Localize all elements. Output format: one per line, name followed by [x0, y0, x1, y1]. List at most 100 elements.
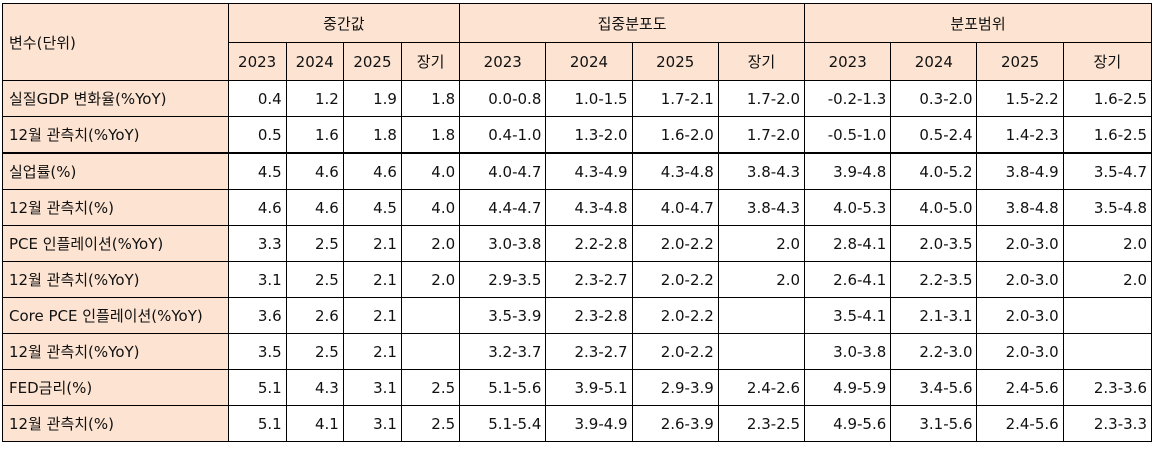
- row-label: Core PCE 인플레이션(%YoY): [2, 297, 229, 334]
- median-cell: 2.0: [400, 261, 461, 298]
- central-tendency-cell: 3.8-4.3: [717, 189, 806, 226]
- range-cell: 2.0-3.0: [976, 261, 1064, 298]
- range-cell: 2.2-3.0: [890, 333, 978, 370]
- median-cell: 2.6: [285, 297, 344, 334]
- range-cell: 3.4-5.6: [890, 369, 978, 406]
- central-tendency-cell: 2.0-2.2: [631, 297, 719, 334]
- year-header: 2023: [459, 42, 547, 81]
- median-cell: 1.8: [342, 116, 402, 154]
- central-tendency-cell: 1.3-2.0: [545, 116, 633, 154]
- median-cell: 5.1: [227, 405, 287, 442]
- range-cell: 1.5-2.2: [976, 80, 1064, 117]
- range-cell: 2.0-3.5: [890, 225, 978, 262]
- table-row: PCE 인플레이션(%YoY) 3.3 2.5 2.1 2.0 3.0-3.8 2.2-2.…: [2, 225, 1153, 262]
- range-cell: 2.0-3.0: [976, 225, 1064, 262]
- range-cell: -0.2-1.3: [804, 80, 892, 117]
- median-cell: 4.6: [342, 152, 402, 190]
- row-label: 12월 관측치(%YoY): [2, 333, 229, 370]
- table-row: 12월 관측치(%) 5.1 4.1 3.1 2.5 5.1-5.4 3.9-4.9 2.6-…: [2, 405, 1153, 442]
- row-label: 12월 관측치(%YoY): [2, 116, 229, 154]
- central-tendency-cell: 5.1-5.6: [459, 369, 547, 406]
- range-cell: 3.1-5.6: [890, 405, 978, 442]
- range-cell: 3.9-4.8: [804, 152, 892, 190]
- group-header-row: 변수(단위) 중간값 집중분포도 분포범위: [2, 3, 1152, 81]
- range-cell: 2.4-5.6: [976, 405, 1064, 442]
- table-row: Core PCE 인플레이션(%YoY) 3.6 2.6 2.1 3.5-3.9 2.3-…: [2, 297, 1153, 334]
- year-header: 장기: [400, 42, 461, 81]
- table-row: 12월 관측치(%YoY) 3.1 2.5 2.1 2.0 2.9-3.5 2.3-2.7 2…: [2, 261, 1153, 298]
- central-tendency-cell: 4.4-4.7: [459, 189, 547, 226]
- group-header-median: 중간값: [227, 3, 461, 43]
- median-cell: 2.5: [285, 225, 344, 262]
- central-tendency-cell: 4.0-4.7: [631, 189, 719, 226]
- central-tendency-cell: 3.8-4.3: [717, 152, 806, 190]
- central-tendency-cell: 1.0-1.5: [545, 80, 633, 117]
- median-cell: 3.1: [342, 369, 402, 406]
- range-cell: 2.3-3.3: [1062, 405, 1153, 442]
- range-cell: [1062, 297, 1153, 334]
- range-cell: 2.6-4.1: [804, 261, 892, 298]
- median-cell: 1.6: [285, 116, 344, 154]
- range-cell: 3.8-4.9: [976, 152, 1064, 190]
- median-cell: [400, 297, 461, 334]
- table-row: 12월 관측치(%YoY) 0.5 1.6 1.8 1.8 0.4-1.0 1.3-2.0 1…: [2, 116, 1153, 154]
- central-tendency-cell: 4.3-4.9: [545, 152, 633, 190]
- row-label: 실업률(%): [2, 152, 229, 190]
- central-tendency-cell: 5.1-5.4: [459, 405, 547, 442]
- central-tendency-cell: 2.0-2.2: [631, 333, 719, 370]
- table-body: 실질GDP 변화율(%YoY) 0.4 1.2 1.9 1.8 0.0-0.8 1.0-1.…: [2, 80, 1153, 442]
- range-cell: 2.0-3.0: [976, 297, 1064, 334]
- median-cell: 0.5: [227, 116, 287, 154]
- range-cell: 0.5-2.4: [890, 116, 978, 154]
- median-cell: 5.1: [227, 369, 287, 406]
- median-cell: 4.3: [285, 369, 344, 406]
- median-cell: 4.6: [285, 189, 344, 226]
- range-cell: 1.6-2.5: [1062, 80, 1153, 117]
- central-tendency-cell: 2.9-3.5: [459, 261, 547, 298]
- projections-table: 변수(단위) 중간값 집중분포도 분포범위 2023 2024 2025 장기 …: [2, 3, 1153, 442]
- central-tendency-cell: 1.7-2.1: [631, 80, 719, 117]
- table-row: FED금리(%) 5.1 4.3 3.1 2.5 5.1-5.6 3.9-5.1 2.9-3.…: [2, 369, 1153, 406]
- median-cell: 4.0: [400, 152, 461, 190]
- group-header-range: 분포범위: [804, 3, 1152, 43]
- table-row: 12월 관측치(%) 4.6 4.6 4.5 4.0 4.4-4.7 4.3-4.8 4.0-…: [2, 189, 1153, 226]
- median-cell: 2.5: [400, 369, 461, 406]
- central-tendency-cell: 2.6-3.9: [631, 405, 719, 442]
- central-tendency-cell: 3.9-5.1: [545, 369, 633, 406]
- central-tendency-cell: 3.0-3.8: [459, 225, 547, 262]
- range-cell: 4.0-5.2: [890, 152, 978, 190]
- range-cell: 4.9-5.9: [804, 369, 892, 406]
- range-cell: 3.5-4.8: [1062, 189, 1153, 226]
- range-cell: -0.5-1.0: [804, 116, 892, 154]
- year-header: 2024: [285, 42, 344, 81]
- year-header: 2025: [976, 42, 1064, 81]
- median-cell: 1.8: [400, 80, 461, 117]
- central-tendency-cell: 2.0: [717, 261, 806, 298]
- row-label: PCE 인플레이션(%YoY): [2, 225, 229, 262]
- range-cell: 2.0: [1062, 225, 1153, 262]
- year-header: 장기: [1062, 42, 1153, 81]
- central-tendency-cell: 3.5-3.9: [459, 297, 547, 334]
- range-cell: 3.5-4.7: [1062, 152, 1153, 190]
- table-row: 실질GDP 변화율(%YoY) 0.4 1.2 1.9 1.8 0.0-0.8 1.0-1.…: [2, 80, 1153, 117]
- central-tendency-cell: 2.0-2.2: [631, 225, 719, 262]
- year-header: 2023: [804, 42, 892, 81]
- range-cell: 2.8-4.1: [804, 225, 892, 262]
- row-label: 12월 관측치(%): [2, 405, 229, 442]
- central-tendency-cell: 2.3-2.5: [717, 405, 806, 442]
- median-cell: 4.6: [227, 189, 287, 226]
- central-tendency-cell: [717, 333, 806, 370]
- median-cell: 2.5: [400, 405, 461, 442]
- range-cell: 2.3-3.6: [1062, 369, 1153, 406]
- range-cell: 2.4-5.6: [976, 369, 1064, 406]
- median-cell: 2.5: [285, 333, 344, 370]
- median-cell: 2.1: [342, 333, 402, 370]
- median-cell: 3.3: [227, 225, 287, 262]
- central-tendency-cell: 2.3-2.8: [545, 297, 633, 334]
- median-cell: 4.1: [285, 405, 344, 442]
- central-tendency-cell: 4.3-4.8: [545, 189, 633, 226]
- central-tendency-cell: 3.9-4.9: [545, 405, 633, 442]
- central-tendency-cell: 4.3-4.8: [631, 152, 719, 190]
- central-tendency-cell: 2.0-2.2: [631, 261, 719, 298]
- median-cell: 0.4: [227, 80, 287, 117]
